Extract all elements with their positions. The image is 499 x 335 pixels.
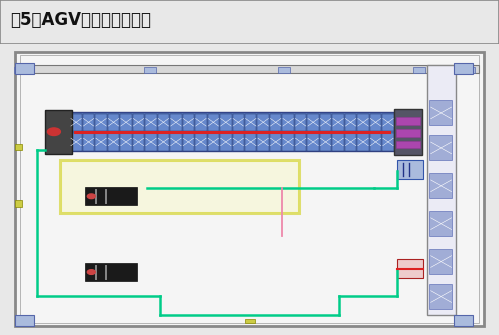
Bar	[133, 133, 144, 150]
Bar	[70, 133, 82, 150]
Bar	[397, 259, 423, 278]
Bar	[183, 133, 194, 150]
Bar	[429, 135, 452, 160]
Bar	[83, 133, 94, 150]
Bar	[15, 143, 22, 150]
Bar	[257, 114, 269, 131]
Bar	[429, 284, 452, 309]
Bar	[144, 67, 156, 73]
Bar	[463, 67, 475, 73]
Bar	[307, 114, 319, 131]
Bar	[270, 114, 281, 131]
Bar	[357, 114, 369, 131]
Bar	[427, 65, 456, 315]
Bar	[108, 133, 119, 150]
Bar	[208, 114, 219, 131]
Bar	[195, 133, 207, 150]
Bar	[170, 133, 182, 150]
Bar	[307, 133, 319, 150]
Bar	[15, 63, 34, 74]
Bar	[278, 67, 290, 73]
Bar	[370, 133, 381, 150]
Bar	[245, 114, 256, 131]
Bar	[429, 211, 452, 236]
Bar	[85, 187, 137, 205]
Bar	[454, 63, 473, 74]
Bar	[220, 133, 232, 150]
Bar	[413, 67, 425, 73]
Bar	[195, 114, 207, 131]
Bar	[108, 114, 119, 131]
Bar	[282, 133, 294, 150]
Bar	[208, 133, 219, 150]
Bar	[382, 133, 394, 150]
Bar	[220, 114, 232, 131]
Bar	[158, 133, 169, 150]
Bar	[145, 133, 157, 150]
Bar	[15, 315, 34, 326]
Bar	[120, 114, 132, 131]
Bar	[183, 114, 194, 131]
Bar	[257, 133, 269, 150]
Bar	[396, 141, 420, 148]
Bar	[370, 114, 381, 131]
Bar	[245, 319, 255, 323]
Bar	[233, 133, 244, 150]
Bar	[45, 110, 72, 154]
Bar	[394, 109, 422, 155]
Bar	[429, 100, 452, 125]
Bar	[397, 160, 423, 179]
Circle shape	[87, 194, 95, 199]
Bar	[332, 114, 344, 131]
Bar	[95, 114, 107, 131]
Bar	[95, 133, 107, 150]
Bar	[70, 114, 82, 131]
Bar	[332, 133, 344, 150]
Bar	[20, 65, 479, 73]
Bar	[454, 315, 473, 326]
Bar	[60, 160, 299, 213]
Bar	[295, 114, 306, 131]
Bar	[396, 117, 420, 125]
Bar	[245, 133, 256, 150]
Bar	[357, 133, 369, 150]
Bar	[345, 114, 356, 131]
Bar	[282, 114, 294, 131]
Bar	[145, 114, 157, 131]
Bar	[295, 133, 306, 150]
Bar	[158, 114, 169, 131]
Bar	[85, 263, 137, 281]
Circle shape	[47, 128, 60, 135]
Bar	[15, 200, 22, 207]
Bar	[233, 114, 244, 131]
Text: 图5：AGV行走路线规划图: 图5：AGV行走路线规划图	[10, 11, 151, 28]
Bar	[320, 114, 331, 131]
Bar	[429, 173, 452, 198]
Bar	[120, 133, 132, 150]
Bar	[345, 133, 356, 150]
Bar	[83, 114, 94, 131]
Circle shape	[87, 270, 95, 274]
Bar	[396, 129, 420, 137]
Bar	[429, 249, 452, 274]
Bar	[320, 133, 331, 150]
Bar	[70, 112, 394, 151]
Bar	[170, 114, 182, 131]
Bar	[14, 67, 26, 73]
Bar	[270, 133, 281, 150]
Bar	[382, 114, 394, 131]
Bar	[133, 114, 144, 131]
